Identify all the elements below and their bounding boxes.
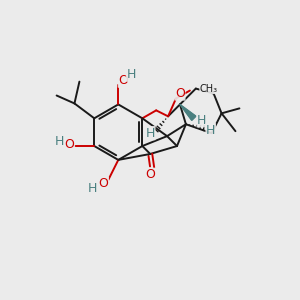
Text: H: H	[55, 135, 64, 148]
Text: O: O	[145, 168, 155, 181]
Text: O: O	[118, 74, 128, 87]
Text: H: H	[88, 182, 97, 195]
Text: O: O	[175, 87, 185, 100]
Text: H: H	[197, 114, 206, 127]
Text: H: H	[206, 124, 215, 137]
Text: H: H	[146, 127, 155, 140]
Text: O: O	[64, 138, 74, 151]
Text: O: O	[98, 177, 108, 190]
Text: H: H	[127, 68, 136, 81]
Polygon shape	[180, 104, 196, 120]
Text: CH₃: CH₃	[200, 84, 218, 94]
